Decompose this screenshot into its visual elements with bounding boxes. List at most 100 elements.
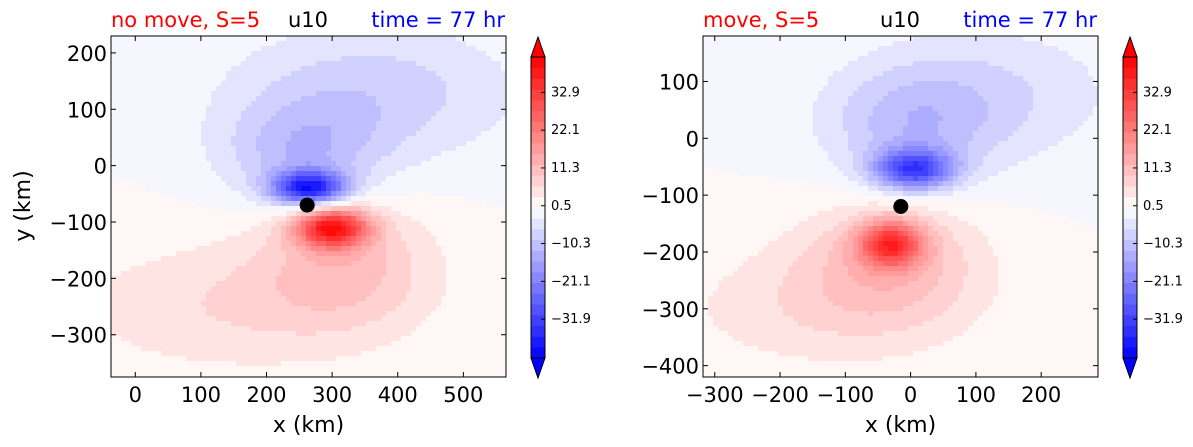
panel1-cell [411,306,417,312]
panel1-cell [166,226,172,232]
panel1-cell [356,56,362,62]
panel1-cell [496,56,502,62]
panel1-cell [216,206,222,212]
panel1-cell [246,256,252,262]
panel1-cell [381,196,387,202]
panel1-cell [436,71,442,77]
panel1-cell [216,116,222,122]
panel1-cell [316,311,322,317]
panel1-cell [466,271,472,277]
panel1-cell [371,246,377,252]
panel1-cell [331,261,337,267]
panel1-cell [116,96,122,102]
panel1-cell [411,61,417,67]
panel1-cell [196,266,202,272]
panel1-cell [116,216,122,222]
panel1-cell [316,126,322,132]
panel1-cell [181,271,187,277]
panel1-cell [471,101,477,107]
panel1-cell [471,151,477,157]
panel1-cell [286,161,292,167]
panel1-cell [336,221,342,227]
panel1-cell [361,96,367,102]
panel1-cell [286,276,292,282]
panel1-cell [496,166,502,172]
panel1-cell [261,216,267,222]
panel1-cell [376,326,382,332]
panel1-cell [496,346,502,352]
panel1-cell [381,111,387,117]
panel1-cell [316,131,322,137]
panel1-cell [296,291,302,297]
panel1-cell [341,156,347,162]
panel1-cell [171,316,177,322]
panel1-cell [176,246,182,252]
panel1-cell [216,171,222,177]
panel1-cell [196,316,202,322]
panel1-cell [461,181,467,187]
panel1-cell [241,96,247,102]
panel1-cell [151,116,157,122]
panel1-cell [381,281,387,287]
panel1-cell [361,316,367,322]
panel1-cell [156,161,162,167]
panel1-cell [216,51,222,57]
panel1-cell [161,241,167,247]
panel1-cell [356,271,362,277]
panel1-cell [296,126,302,132]
panel1-cell [181,206,187,212]
panel1-cell [491,96,497,102]
panel1-cell [431,56,437,62]
panel1-cell [396,311,402,317]
panel1-cell [321,101,327,107]
panel1-cell [141,296,147,302]
panel1-cell [186,331,192,337]
panel1-cell [131,181,137,187]
panel1-cell [441,311,447,317]
panel1-cell [391,61,397,67]
panel1-cell [336,121,342,127]
panel1-cell [131,86,137,92]
panel1-cell [231,251,237,257]
panel1-cell [471,301,477,307]
panel1-cell [451,316,457,322]
panel1-cell [341,51,347,57]
panel1-cell [351,316,357,322]
panel1-cell [391,81,397,87]
panel1-cell [471,316,477,322]
panel1-cell [111,236,117,242]
panel1-cell [501,291,506,297]
panel1-cell [251,91,257,97]
panel1-cell [186,66,192,72]
panel1-cell [496,256,502,262]
panel1-cell [391,316,397,322]
panel1-cell [171,266,177,272]
panel1-cell [236,271,242,277]
panel1-cell [386,346,392,352]
panel1-cell [326,321,332,327]
panel1-cell [276,131,282,137]
panel1-cell [426,166,432,172]
panel1-cell [351,96,357,102]
panel1-cell [371,41,377,47]
panel1-cell [486,181,492,187]
panel1-cell [351,76,357,82]
panel1-cell [226,281,232,287]
panel1-cell [211,311,217,317]
panel1-cell [251,296,257,302]
panel1-cell [251,196,257,202]
panel1-cell [396,171,402,177]
panel1-cell [496,206,502,212]
panel1-cell [476,111,482,117]
panel1-cell [361,281,367,287]
panel1-cell [406,101,412,107]
panel1-cell [466,346,472,352]
panel1-cell [161,161,167,167]
panel1-cell [151,51,157,57]
panel1-cell [246,226,252,232]
panel1-cell [436,241,442,247]
panel1-cell [326,96,332,102]
panel1-cell [346,181,352,187]
panel1-cell [196,331,202,337]
panel1-cell [296,236,302,242]
